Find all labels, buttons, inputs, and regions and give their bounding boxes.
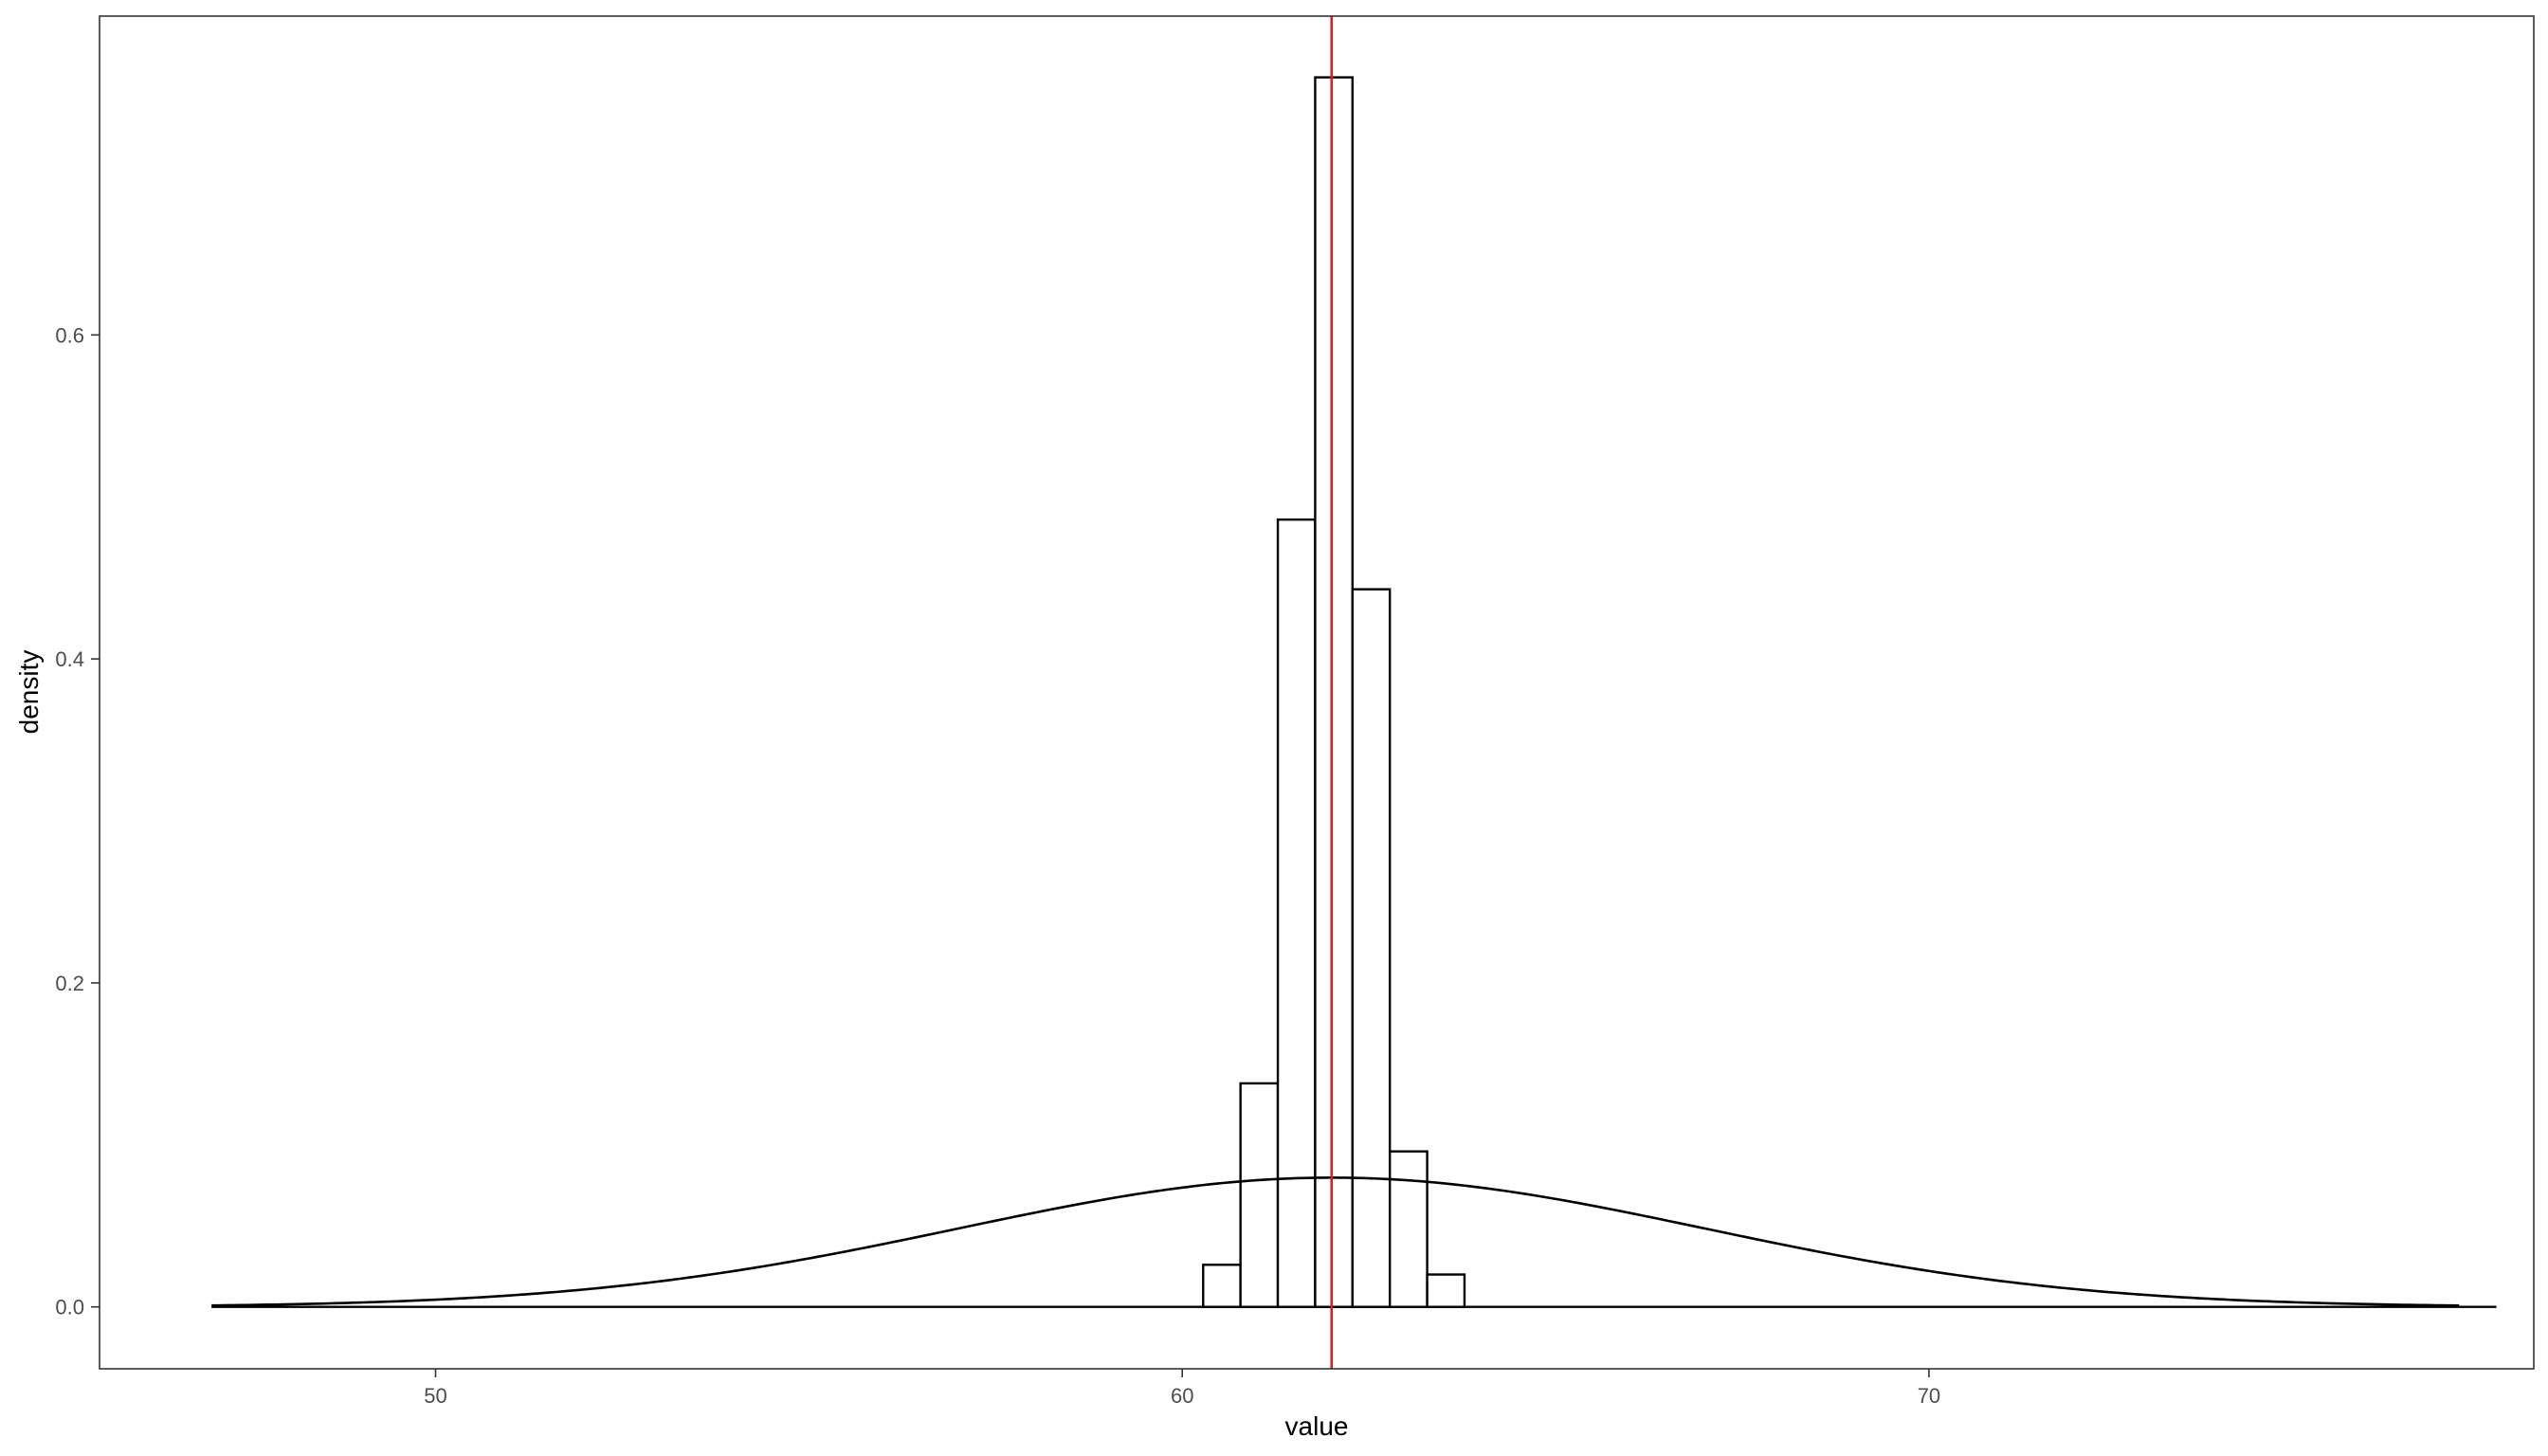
y-tick-label: 0.2 bbox=[55, 972, 84, 995]
y-tick-label: 0.6 bbox=[55, 323, 84, 347]
histogram-bar bbox=[1351, 588, 1392, 1308]
y-axis-ticks: 0.0 0.2 0.4 0.6 bbox=[55, 323, 100, 1320]
histogram-bar bbox=[1314, 76, 1355, 1308]
x-tick-label: 60 bbox=[1171, 1384, 1193, 1408]
y-tick-label: 0.4 bbox=[55, 647, 84, 671]
histogram-bar bbox=[1426, 1273, 1466, 1308]
y-axis-title: density bbox=[14, 650, 44, 735]
histogram-bar bbox=[1239, 1082, 1280, 1308]
panel-border bbox=[99, 15, 2535, 1370]
x-tick-label: 70 bbox=[1918, 1384, 1940, 1408]
histogram-bar bbox=[1388, 1150, 1429, 1308]
x-axis-title: value bbox=[1285, 1411, 1349, 1441]
histogram-bars bbox=[1202, 76, 1466, 1308]
x-tick-label: 50 bbox=[424, 1384, 446, 1408]
normal-curve-line bbox=[211, 1176, 2460, 1307]
histogram-bar bbox=[1276, 518, 1317, 1308]
x-axis-ticks: 50 60 70 bbox=[424, 1369, 1940, 1408]
normal-density-curve bbox=[211, 1176, 2460, 1307]
histogram-bar bbox=[1202, 1264, 1242, 1308]
y-tick-label: 0.0 bbox=[55, 1296, 84, 1320]
